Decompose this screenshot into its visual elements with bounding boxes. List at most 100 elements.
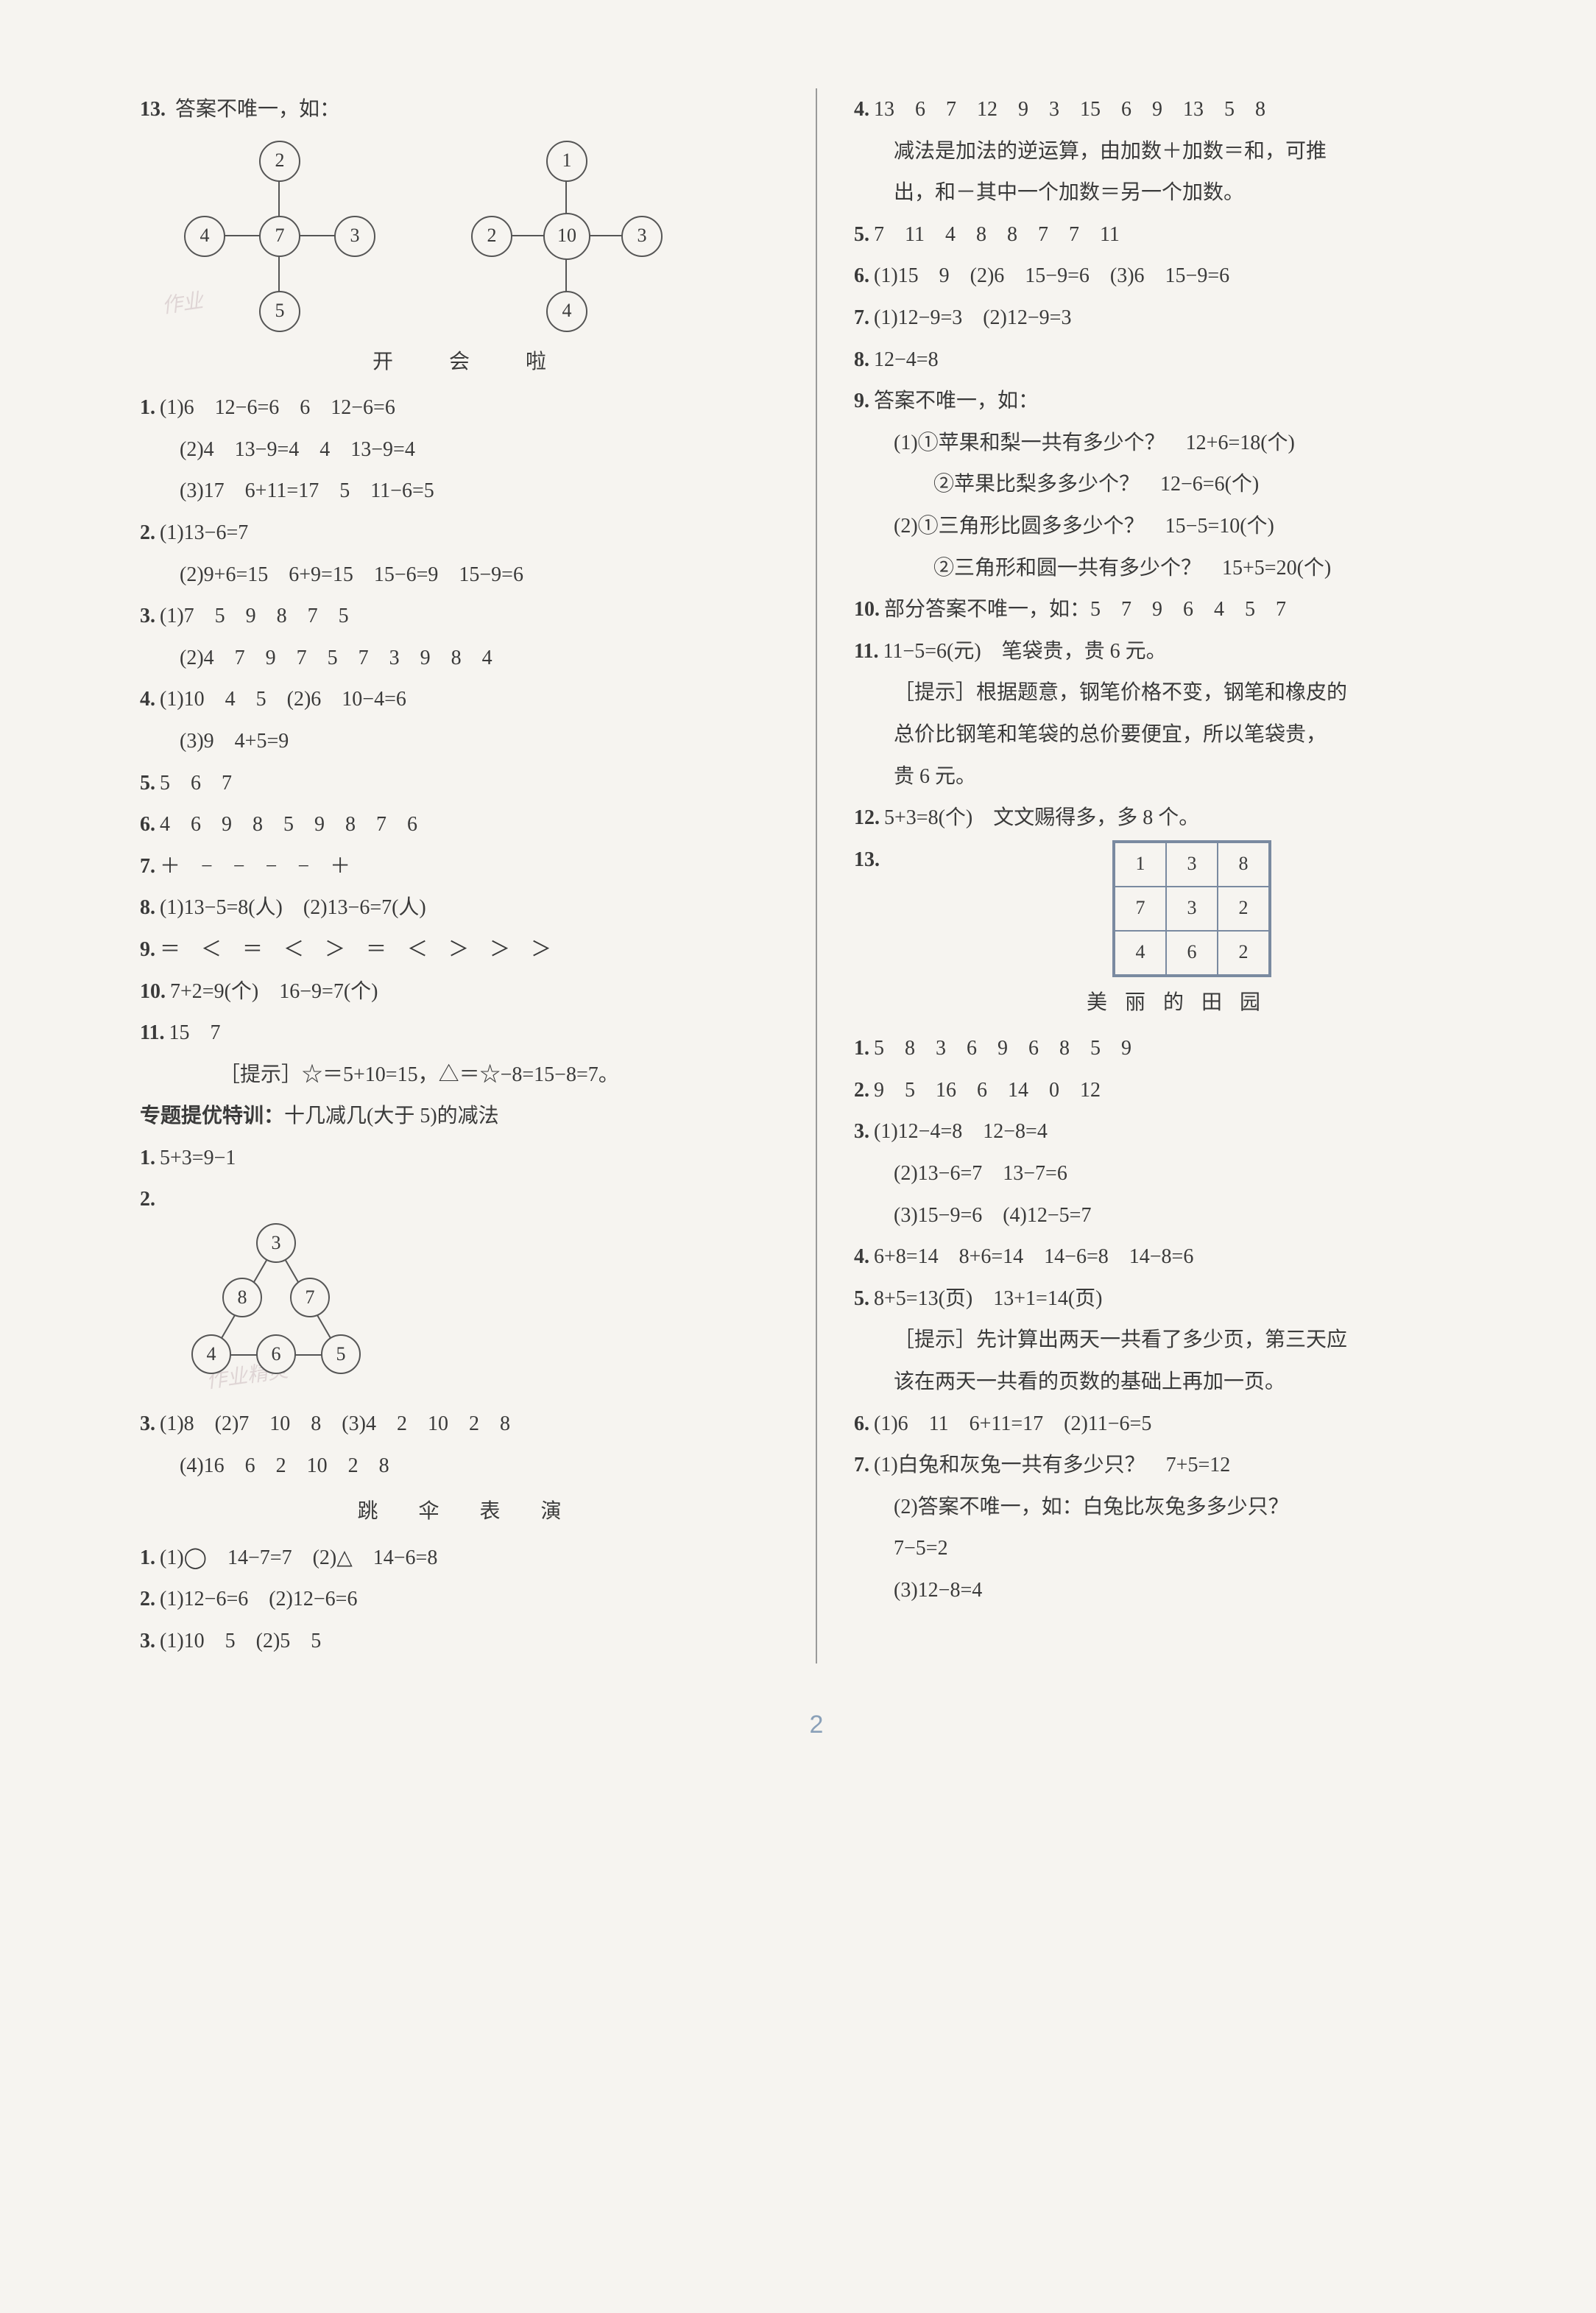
cross-diagram-1: 2 4 7 3 5 作业 <box>184 141 375 332</box>
item-number: 5. <box>854 1287 869 1310</box>
cross2-center: 10 <box>543 213 590 260</box>
item-text: (1)①苹果和梨一共有多少个？ 12+6=18(个) <box>894 432 1295 454</box>
item-number: 7. <box>854 306 869 329</box>
page-number: 2 <box>140 1700 1493 1749</box>
item-text: (3)17 6+11=17 5 11−6=5 <box>180 479 434 502</box>
cross1-top: 2 <box>259 141 300 182</box>
item-text: (1)15 9 (2)6 15−9=6 (3)6 15−9=6 <box>874 264 1229 287</box>
item-text: (3)9 4+5=9 <box>180 730 289 753</box>
item-text: (2)4 13−9=4 4 13−9=4 <box>180 438 415 461</box>
right-column: 4.13 6 7 12 9 3 15 6 9 13 5 8减法是加法的逆运算，由… <box>854 88 1493 1664</box>
tri-ml: 8 <box>222 1278 262 1317</box>
item-text: (1)13−6=7 <box>160 521 248 544</box>
answer-line: (2)9+6=15 6+9=15 15−6=9 15−9=6 <box>140 555 779 596</box>
answer-line: 6.(1)6 11 6+11=17 (2)11−6=5 <box>854 1404 1493 1445</box>
item-text: (2)13−6=7 13−7=6 <box>894 1162 1067 1185</box>
answer-line: 9.答案不唯一，如： <box>854 381 1493 422</box>
answer-line: 7.＋ − − − − ＋ <box>140 847 779 887</box>
left-column: 13. 答案不唯一，如： 2 4 7 3 5 作业 1 <box>140 88 779 1664</box>
cross1-left: 4 <box>184 216 225 257</box>
special-title-line: 专题提优特训：十几减几(大于 5)的减法 <box>140 1096 779 1137</box>
answer-line: 4.13 6 7 12 9 3 15 6 9 13 5 8 <box>854 90 1493 130</box>
item-number: 4. <box>854 1245 869 1268</box>
answer-line: 2.(1)13−6=7 <box>140 513 779 554</box>
answer-line: (3)15−9=6 (4)12−5=7 <box>854 1196 1493 1236</box>
item-text: 5 8 3 6 9 6 8 5 9 <box>874 1037 1131 1060</box>
item-number: 1. <box>140 1546 155 1569</box>
item-text: 5+3=9−1 <box>160 1147 236 1169</box>
item-text: 11−5=6(元) 笔袋贵，贵 6 元。 <box>883 640 1166 663</box>
watermark-icon: 作业 <box>159 281 205 327</box>
item-number: 3. <box>140 1630 155 1652</box>
q13-text: 答案不唯一，如： <box>175 98 340 121</box>
answer-line: ［提示］先计算出两天一共看了多少页，第三天应 <box>854 1320 1493 1361</box>
right-top-list: 4.13 6 7 12 9 3 15 6 9 13 5 8减法是加法的逆运算，由… <box>854 90 1493 839</box>
section-title-parachute: 跳 伞 表 演 <box>140 1492 779 1532</box>
answer-line: ［提示］☆＝5+10=15，△＝☆−8=15−8=7。 <box>140 1055 779 1096</box>
page-root: 13. 答案不唯一，如： 2 4 7 3 5 作业 1 <box>0 0 1596 2313</box>
item-text: ［提示］☆＝5+10=15，△＝☆−8=15−8=7。 <box>219 1063 619 1086</box>
item-text: (3)15−9=6 (4)12−5=7 <box>894 1204 1091 1227</box>
item-number: 10. <box>854 598 880 621</box>
answer-line: 1.(1)6 12−6=6 6 12−6=6 <box>140 388 779 429</box>
item-text: 6+8=14 8+6=14 14−6=8 14−8=6 <box>874 1245 1193 1268</box>
answer-line: 1.5 8 3 6 9 6 8 5 9 <box>854 1029 1493 1069</box>
item-text: (1)10 5 (2)5 5 <box>160 1630 321 1652</box>
column-divider <box>816 88 817 1664</box>
cross2-right: 3 <box>621 216 663 257</box>
triangle-diagram: 3 8 7 4 6 5 作业精灵 <box>162 1228 398 1397</box>
answer-line: 7.(1)白兔和灰兔一共有多少只？ 7+5=12 <box>854 1446 1493 1486</box>
item-text: (2)①三角形比圆多多少个？ 15−5=10(个) <box>894 515 1274 538</box>
item-text: 8+5=13(页) 13+1=14(页) <box>874 1287 1102 1310</box>
answer-line: 1.5+3=9−1 <box>140 1138 779 1179</box>
item-number: 1. <box>140 396 155 419</box>
answer-line: 该在两天一共看的页数的基础上再加一页。 <box>854 1362 1493 1403</box>
answer-line: 3.(1)12−4=8 12−8=4 <box>854 1112 1493 1152</box>
cross1-bottom: 5 <box>259 291 300 332</box>
answer-line: 9.＝ ＜ ＝ ＜ ＞ ＝ ＜ ＞ ＞ ＞ <box>140 930 779 971</box>
answer-line: (4)16 6 2 10 2 8 <box>140 1446 779 1487</box>
answer-line: (2)答案不唯一，如：白兔比灰兔多多少只？ <box>854 1488 1493 1528</box>
table-cell: 4 <box>1115 931 1166 975</box>
answer-line: (2)4 7 9 7 5 7 3 9 8 4 <box>140 638 779 679</box>
answer-line: 7−5=2 <box>854 1529 1493 1569</box>
item-text: ＝ ＜ ＝ ＜ ＞ ＝ ＜ ＞ ＞ ＞ <box>160 938 551 961</box>
item-number: 6. <box>854 1412 869 1435</box>
tri-bl: 4 <box>191 1334 231 1374</box>
item-number: 1. <box>140 1147 155 1169</box>
table-cell: 6 <box>1166 931 1218 975</box>
item-number: 10. <box>140 980 166 1003</box>
answer-line: 6.(1)15 9 (2)6 15−9=6 (3)6 15−9=6 <box>854 256 1493 297</box>
item-number: 12. <box>854 806 880 829</box>
special-title-prefix: 专题提优特训： <box>140 1105 284 1127</box>
answer-line: 2.9 5 16 6 14 0 12 <box>854 1071 1493 1111</box>
item-text: (1)6 12−6=6 6 12−6=6 <box>160 396 395 419</box>
item-text: 部分答案不唯一，如：5 7 9 6 4 5 7 <box>884 598 1286 621</box>
item-text: 出，和－其中一个加数＝另一个加数。 <box>894 181 1244 204</box>
answer-line: (1)①苹果和梨一共有多少个？ 12+6=18(个) <box>854 423 1493 464</box>
item-text: 5 6 7 <box>160 772 232 795</box>
item-text: (1)7 5 9 8 7 5 <box>160 605 349 627</box>
q13-number: 13. <box>140 98 166 121</box>
answer-table: 138732462 <box>1112 840 1271 977</box>
item-text: ②三角形和圆一共有多少个？ 15+5=20(个) <box>933 557 1331 580</box>
section-meeting-list: 1.(1)6 12−6=6 6 12−6=6 (2)4 13−9=4 4 13−9… <box>140 388 779 1095</box>
special-title-rest: 十几减几(大于 5)的减法 <box>284 1105 499 1127</box>
cross-diagrams: 2 4 7 3 5 作业 1 2 10 3 4 <box>184 141 779 332</box>
item-number: 5. <box>140 772 155 795</box>
item-text: (1)6 11 6+11=17 (2)11−6=5 <box>874 1412 1151 1435</box>
item-number: 7. <box>854 1454 869 1476</box>
after-triangle-list: 3.(1)8 (2)7 10 8 (3)4 2 10 2 8 (4)16 6 2 … <box>140 1404 779 1486</box>
item-number: 8. <box>854 348 869 371</box>
table-cell: 3 <box>1166 887 1218 931</box>
item-text: (4)16 6 2 10 2 8 <box>180 1454 389 1477</box>
item-text: 7−5=2 <box>894 1537 948 1560</box>
item-number: 9. <box>140 938 155 961</box>
item-number: 6. <box>140 813 155 836</box>
answer-line: 3.(1)8 (2)7 10 8 (3)4 2 10 2 8 <box>140 1404 779 1445</box>
table-cell: 2 <box>1218 931 1269 975</box>
answer-line: ［提示］根据题意，钢笔价格不变，钢笔和橡皮的 <box>854 673 1493 714</box>
item-number: 2. <box>854 1079 869 1102</box>
answer-line: 10.部分答案不唯一，如：5 7 9 6 4 5 7 <box>854 590 1493 630</box>
table-cell: 3 <box>1166 842 1218 887</box>
